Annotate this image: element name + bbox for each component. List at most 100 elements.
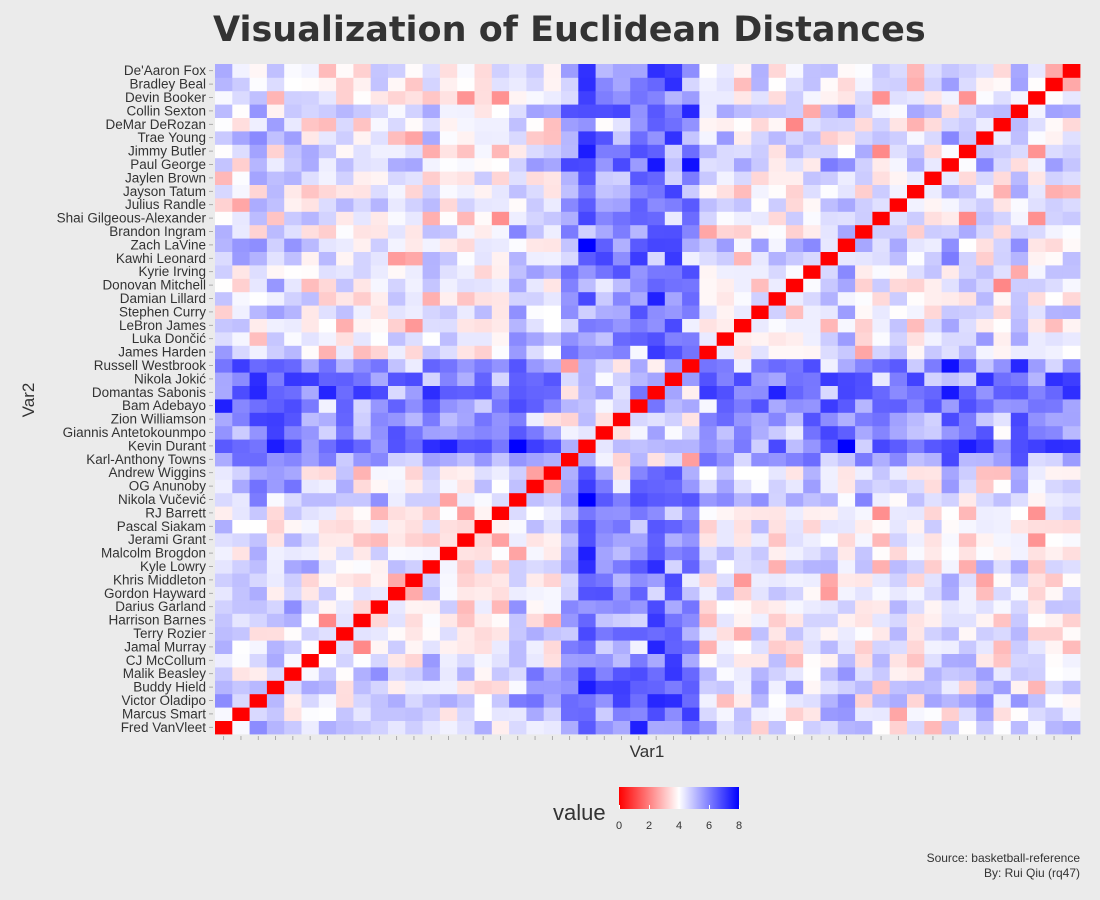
heatmap-cell bbox=[647, 238, 666, 252]
heatmap-cell bbox=[647, 131, 666, 145]
heatmap-cell bbox=[474, 519, 493, 534]
heatmap-cell bbox=[526, 144, 545, 159]
heatmap-cell bbox=[284, 693, 302, 708]
heatmap-cell bbox=[976, 667, 994, 681]
heatmap-cell bbox=[232, 157, 250, 172]
heatmap-cell bbox=[837, 251, 856, 266]
heatmap-cell bbox=[578, 533, 596, 547]
heatmap-cell bbox=[785, 653, 804, 668]
heatmap-cell bbox=[301, 506, 320, 520]
heatmap-cell bbox=[682, 238, 700, 252]
heatmap-cell bbox=[561, 265, 579, 279]
heatmap-cell bbox=[491, 278, 510, 293]
heatmap-cell bbox=[664, 64, 683, 78]
heatmap-cell bbox=[872, 573, 891, 587]
heatmap-cell bbox=[232, 305, 250, 319]
heatmap-cell bbox=[215, 211, 233, 226]
heatmap-cell bbox=[993, 546, 1012, 561]
heatmap-cell bbox=[924, 586, 942, 601]
heatmap-cell bbox=[249, 238, 268, 252]
heatmap-cell bbox=[1028, 680, 1046, 695]
heatmap-cell bbox=[958, 626, 977, 641]
heatmap-cell bbox=[664, 479, 683, 494]
heatmap-cell bbox=[405, 546, 423, 561]
heatmap-cell bbox=[266, 157, 285, 172]
heatmap-cell bbox=[301, 104, 320, 118]
heatmap-cell bbox=[820, 144, 839, 159]
heatmap-cell bbox=[820, 131, 839, 145]
heatmap-cell bbox=[318, 439, 337, 453]
heatmap-cell bbox=[976, 265, 994, 279]
heatmap-cell bbox=[699, 653, 718, 668]
heatmap-cell bbox=[595, 238, 614, 252]
heatmap-cell bbox=[1010, 251, 1029, 266]
y-tick-label: Zion Williamson bbox=[111, 412, 206, 427]
heatmap-cell bbox=[561, 144, 579, 159]
heatmap-cell bbox=[526, 693, 545, 708]
heatmap-cell bbox=[820, 425, 839, 440]
heatmap-cell bbox=[318, 305, 337, 319]
heatmap-cell bbox=[491, 452, 510, 467]
heatmap-cell bbox=[612, 171, 631, 185]
heatmap-cell bbox=[785, 358, 804, 373]
heatmap-cell bbox=[820, 640, 839, 654]
heatmap-cell bbox=[215, 385, 233, 400]
heatmap-cell bbox=[682, 77, 700, 92]
heatmap-cell bbox=[785, 506, 804, 520]
heatmap-cell bbox=[336, 305, 354, 319]
heatmap-cell bbox=[855, 425, 873, 440]
heatmap-cell bbox=[595, 533, 614, 547]
heatmap-cell bbox=[993, 224, 1012, 239]
heatmap-cell bbox=[820, 559, 839, 574]
legend-tick-label: 0 bbox=[615, 820, 623, 832]
heatmap-cell bbox=[734, 492, 752, 507]
heatmap-cell bbox=[266, 559, 285, 574]
heatmap-cell bbox=[370, 653, 389, 668]
heatmap-cell bbox=[612, 305, 631, 319]
heatmap-cell bbox=[370, 626, 389, 641]
heatmap-cell bbox=[803, 546, 821, 561]
heatmap-cell bbox=[215, 291, 233, 306]
heatmap-cell bbox=[889, 693, 908, 708]
heatmap-cell bbox=[578, 345, 596, 360]
heatmap-cell bbox=[803, 707, 821, 721]
heatmap-cell bbox=[976, 586, 994, 601]
heatmap-cell bbox=[301, 198, 320, 212]
heatmap-cell bbox=[439, 586, 458, 601]
heatmap-cell bbox=[1062, 399, 1081, 413]
heatmap-cell bbox=[301, 720, 320, 735]
heatmap-cell bbox=[958, 600, 977, 614]
heatmap-cell bbox=[907, 425, 925, 440]
heatmap-cell bbox=[457, 707, 475, 721]
heatmap-cell bbox=[457, 278, 475, 293]
heatmap-cell bbox=[734, 720, 752, 735]
heatmap-cell bbox=[716, 546, 735, 561]
heatmap-cell bbox=[682, 224, 700, 239]
heatmap-cell bbox=[422, 667, 441, 681]
heatmap-cell bbox=[336, 653, 354, 668]
y-tick-label: Devin Booker bbox=[125, 90, 207, 105]
heatmap-cell bbox=[388, 224, 406, 239]
heatmap-cell bbox=[664, 318, 683, 333]
heatmap-cell bbox=[249, 372, 268, 386]
heatmap-cell bbox=[630, 77, 648, 92]
heatmap-cell bbox=[889, 198, 908, 212]
heatmap-cell bbox=[474, 211, 493, 226]
heatmap-cell bbox=[803, 559, 821, 574]
heatmap-cell bbox=[1010, 707, 1029, 721]
heatmap-cell bbox=[474, 600, 493, 614]
heatmap-cell bbox=[872, 425, 891, 440]
heatmap-cell bbox=[388, 144, 406, 159]
heatmap-cell bbox=[751, 707, 769, 721]
heatmap-cell bbox=[561, 117, 579, 132]
heatmap-cell bbox=[284, 680, 302, 695]
heatmap-cell bbox=[734, 466, 752, 480]
heatmap-cell bbox=[439, 385, 458, 400]
heatmap-cell bbox=[924, 345, 942, 360]
heatmap-cell bbox=[301, 707, 320, 721]
heatmap-cell bbox=[474, 198, 493, 212]
heatmap-cell bbox=[232, 278, 250, 293]
heatmap-cell bbox=[526, 492, 545, 507]
heatmap-cell bbox=[388, 305, 406, 319]
heatmap-cell bbox=[405, 680, 423, 695]
